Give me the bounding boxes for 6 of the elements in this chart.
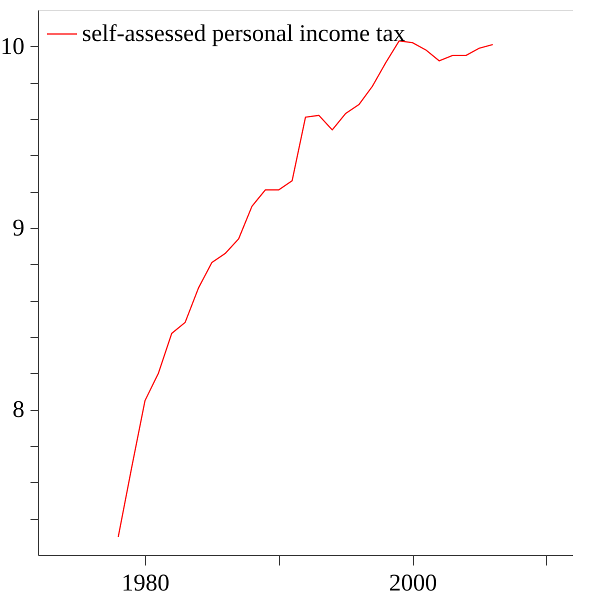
x-tick-label: 2000 bbox=[389, 570, 437, 596]
x-tick-label: 1980 bbox=[122, 570, 170, 596]
y-tick-label: 8 bbox=[12, 397, 24, 424]
y-tick-label: 9 bbox=[12, 216, 24, 242]
y-tick-label: 10 bbox=[0, 34, 24, 60]
legend-label: self-assessed personal income tax bbox=[82, 21, 406, 47]
